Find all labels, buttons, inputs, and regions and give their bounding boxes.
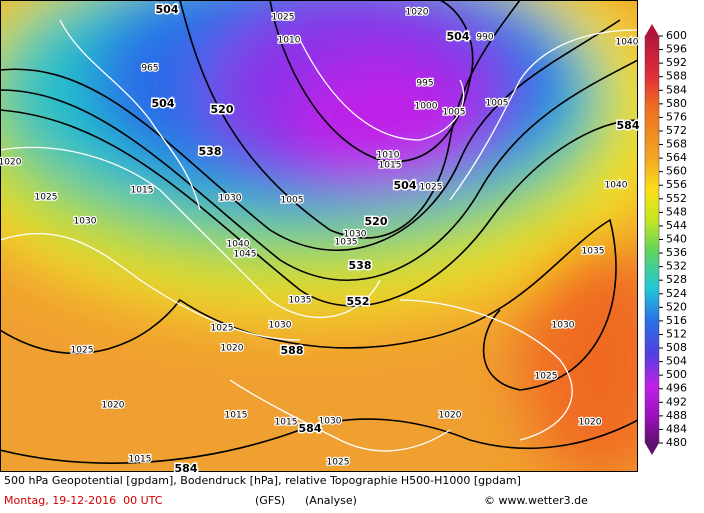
geopotential-label: 504 (447, 30, 470, 43)
pressure-label: 1015 (225, 411, 248, 421)
pressure-label: 1015 (129, 455, 152, 465)
pressure-label: 1005 (486, 99, 509, 109)
pressure-label: 1040 (616, 38, 639, 48)
pressure-label: 1025 (535, 372, 558, 382)
pressure-label: 1030 (219, 194, 242, 204)
date: Montag, 19-12-2016 00 UTC (4, 494, 163, 507)
colorbar-label: 576 (666, 110, 687, 123)
pressure-label: 1015 (275, 418, 298, 428)
geopotential-label: 552 (347, 295, 370, 308)
colorbar-label: 524 (666, 287, 687, 300)
colorbar-label: 548 (666, 205, 687, 218)
colorbar-label: 484 (666, 422, 687, 435)
colorbar-label: 588 (666, 70, 687, 83)
pressure-label: 1015 (131, 186, 154, 196)
geopotential-label: 520 (365, 215, 388, 228)
geopotential-label: 504 (152, 97, 175, 110)
pressure-label: 1020 (579, 418, 602, 428)
geopotential-label: 504 (156, 3, 179, 16)
colorbar-label: 480 (666, 436, 687, 449)
colorbar-label: 556 (666, 178, 687, 191)
pressure-label: 1010 (278, 36, 301, 46)
colorbar-label: 544 (666, 219, 687, 232)
pressure-label: 1005 (281, 196, 304, 206)
colorbar-label: 572 (666, 124, 687, 137)
pressure-label: 1030 (344, 230, 367, 240)
colorbar-label: 536 (666, 246, 687, 259)
geopotential-label: 584 (617, 119, 640, 132)
colorbar-label: 560 (666, 165, 687, 178)
pressure-label: 1025 (327, 458, 350, 468)
colorbar-label: 500 (666, 368, 687, 381)
pressure-label: 1040 (227, 240, 250, 250)
description: 500 hPa Geopotential [gpdam], Bodendruck… (4, 474, 521, 487)
colorbar-label: 568 (666, 138, 687, 151)
pressure-label: 1025 (420, 183, 443, 193)
pressure-label: 1020 (439, 411, 462, 421)
pressure-label: 990 (476, 33, 493, 43)
geopotential-label: 584 (175, 462, 198, 475)
colorbar-label: 528 (666, 273, 687, 286)
source: © www.wetter3.de (484, 494, 588, 507)
pressure-label: 1015 (379, 161, 402, 171)
colorbar: 6005965925885845805765725685645605565525… (644, 24, 687, 455)
pressure-label: 1020 (221, 344, 244, 354)
colorbar-label: 504 (666, 355, 687, 368)
pressure-label: 1035 (582, 247, 605, 257)
pressure-label: 1025 (272, 13, 295, 23)
colorbar-label: 592 (666, 56, 687, 69)
pressure-label: 995 (416, 79, 433, 89)
geopotential-label: 538 (199, 145, 222, 158)
colorbar-label: 516 (666, 314, 687, 327)
colorbar-label: 520 (666, 300, 687, 313)
colorbar-label: 488 (666, 409, 687, 422)
colorbar-label: 532 (666, 260, 687, 273)
colorbar-label: 508 (666, 341, 687, 354)
colorbar-label: 596 (666, 43, 687, 56)
geopotential-label: 588 (281, 344, 304, 357)
geopotential-label: 520 (211, 103, 234, 116)
colorbar-label: 600 (666, 29, 687, 42)
pressure-label: 1010 (377, 151, 400, 161)
pressure-label: 1020 (0, 158, 22, 168)
colorbar-label: 564 (666, 151, 687, 164)
pressure-label: 1040 (605, 181, 628, 191)
pressure-label: 965 (141, 64, 158, 74)
pressure-label: 1025 (35, 193, 58, 203)
pressure-label: 1030 (552, 321, 575, 331)
colorbar-label: 492 (666, 395, 687, 408)
pressure-label: 1030 (319, 417, 342, 427)
pressure-label: 1000 (415, 102, 438, 112)
pressure-label: 1045 (234, 250, 257, 260)
pressure-label: 1030 (269, 321, 292, 331)
model: (GFS) (255, 494, 286, 507)
colorbar-label: 540 (666, 233, 687, 246)
pressure-label: 1035 (335, 238, 358, 248)
colorbar-label: 552 (666, 192, 687, 205)
run: (Analyse) (305, 494, 357, 507)
pressure-label: 1030 (74, 217, 97, 227)
pressure-label: 1020 (102, 401, 125, 411)
geopotential-label: 584 (299, 422, 322, 435)
colorbar-label: 584 (666, 83, 687, 96)
map-field (0, 0, 638, 472)
pressure-label: 1025 (211, 324, 234, 334)
geopotential-label: 538 (349, 259, 372, 272)
geopotential-label: 504 (394, 179, 417, 192)
colorbar-label: 580 (666, 97, 687, 110)
colorbar-label: 496 (666, 382, 687, 395)
pressure-label: 1025 (71, 346, 94, 356)
pressure-label: 1005 (443, 108, 466, 118)
pressure-label: 1035 (289, 296, 312, 306)
pressure-label: 1020 (406, 8, 429, 18)
colorbar-label: 512 (666, 327, 687, 340)
map-frame (0, 0, 638, 472)
